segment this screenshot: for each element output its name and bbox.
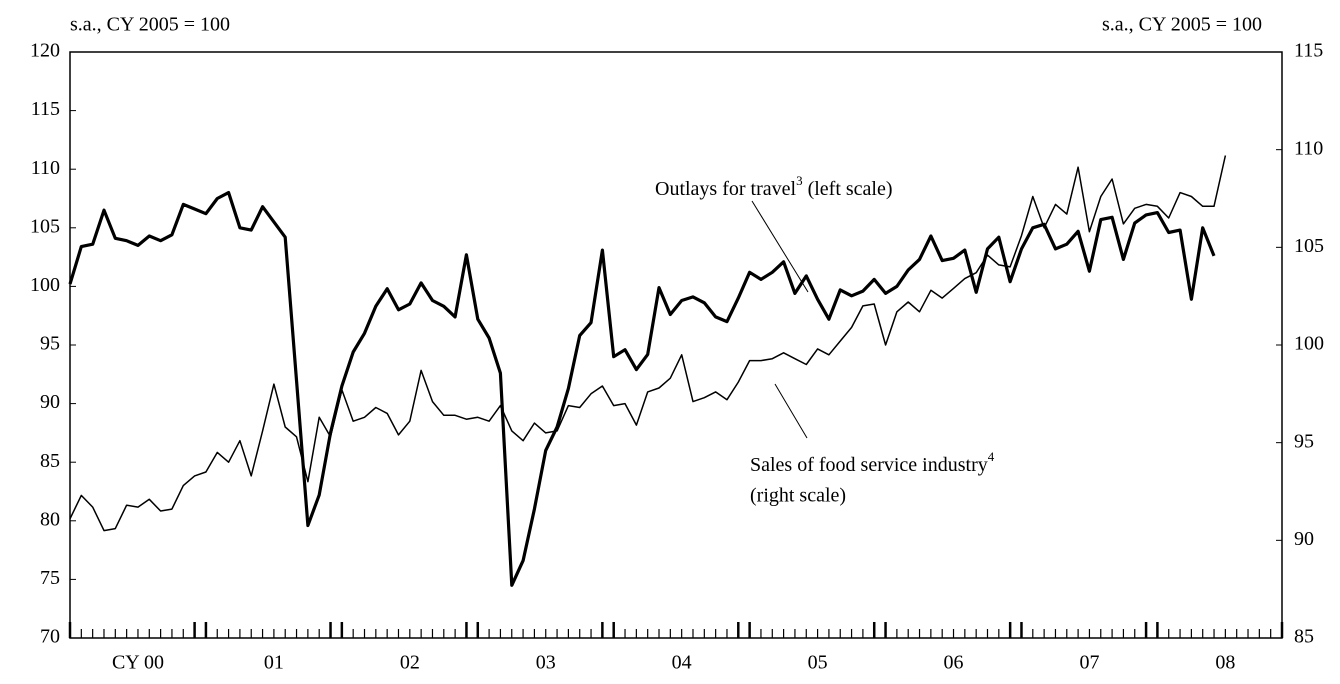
- plot-frame: [69, 51, 1283, 639]
- x-tick-label: 07: [1079, 652, 1099, 674]
- annotation: Sales of food service industry4: [750, 449, 995, 476]
- series-line: [68, 191, 1216, 587]
- y-tick-label: 90: [40, 391, 60, 413]
- y-tick-label: 95: [40, 333, 60, 355]
- y2-tick-label: 90: [1294, 528, 1314, 550]
- y-tick-label: 100: [30, 274, 60, 296]
- y-axis-label: s.a., CY 2005 = 100: [70, 14, 230, 36]
- annotation: Outlays for travel3 (left scale): [655, 173, 893, 200]
- y-tick-label: 115: [31, 98, 60, 120]
- y2-tick-label: 95: [1294, 430, 1314, 452]
- y-tick-label: 80: [40, 508, 60, 530]
- x-tick-label: 04: [672, 652, 692, 674]
- y2-axis-label: s.a., CY 2005 = 100: [1102, 14, 1262, 36]
- x-tick-label: 01: [264, 652, 284, 674]
- y-tick-label: 120: [30, 40, 60, 62]
- y-tick-label: 85: [40, 450, 60, 472]
- y2-tick-label: 105: [1294, 235, 1324, 257]
- y2-tick-label: 115: [1294, 40, 1323, 62]
- annotation: (right scale): [750, 485, 846, 507]
- y-tick-label: 70: [40, 626, 60, 648]
- x-tick-label: 05: [808, 652, 828, 674]
- leader-line: [751, 200, 809, 293]
- y2-tick-label: 110: [1294, 137, 1323, 159]
- y-tick-label: 105: [30, 215, 60, 237]
- leader-line: [774, 383, 808, 439]
- y2-tick-label: 85: [1294, 626, 1314, 648]
- x-tick-label: 08: [1215, 652, 1235, 674]
- y-tick-label: 110: [31, 157, 60, 179]
- x-tick-label: 06: [944, 652, 964, 674]
- x-tick-label: 02: [400, 652, 420, 674]
- series-line: [69, 155, 1227, 532]
- x-tick-label: 03: [536, 652, 556, 674]
- x-tick-label: CY 00: [112, 652, 164, 674]
- y2-tick-label: 100: [1294, 333, 1324, 355]
- y-tick-label: 75: [40, 567, 60, 589]
